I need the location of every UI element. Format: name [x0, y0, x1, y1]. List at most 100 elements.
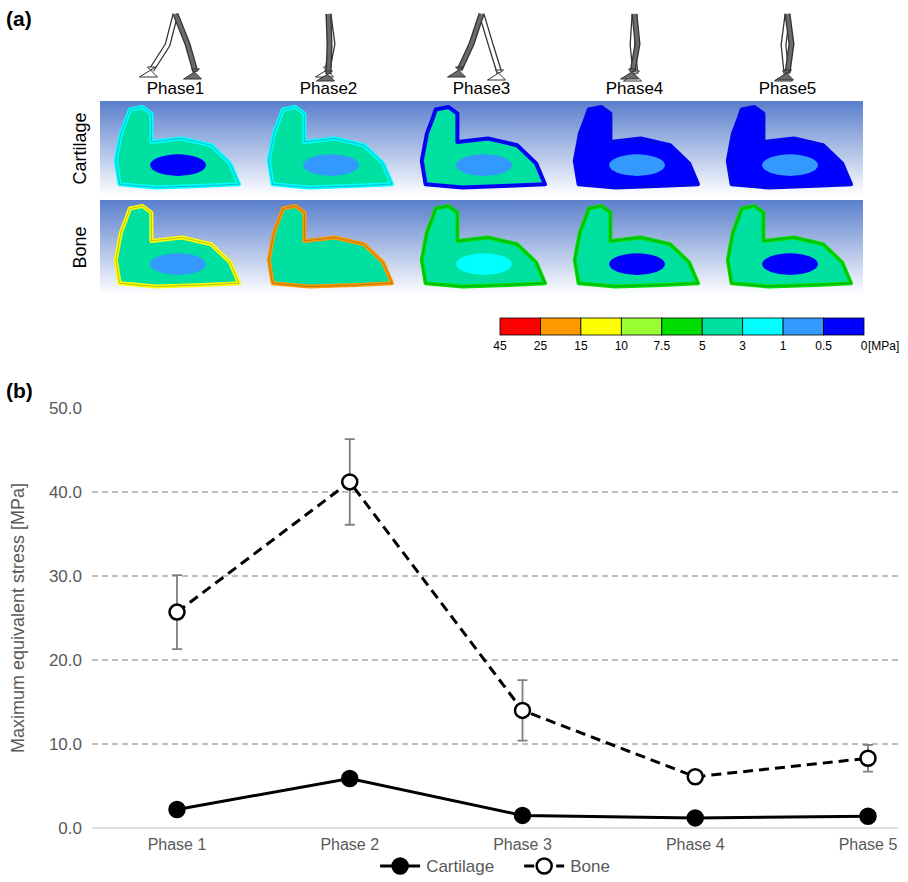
- leg-outline: [460, 14, 482, 70]
- phase-label: Phase1: [147, 79, 205, 98]
- stick-figure: [621, 14, 642, 81]
- leg: [788, 14, 792, 73]
- colorbar-tick-label: 0.5: [815, 339, 832, 353]
- low-stress-region: [609, 253, 665, 275]
- colorbar-tick-label: 25: [534, 339, 548, 353]
- shape-body: [575, 107, 698, 188]
- legend-item: Bone: [524, 857, 610, 876]
- contour-shape: [422, 206, 545, 287]
- colorbar-tick-label: 0: [861, 339, 868, 353]
- y-tick-label: 50.0: [49, 399, 82, 418]
- phase-label: Phase3: [453, 79, 511, 98]
- stick-figure: [448, 14, 506, 80]
- contour-background: [100, 101, 863, 196]
- marker: [861, 751, 876, 766]
- marker: [342, 771, 357, 786]
- contour-shape: [116, 107, 239, 188]
- low-stress-region: [303, 253, 359, 275]
- grid-line: [92, 575, 898, 576]
- shape-body: [269, 107, 392, 188]
- shape-edge: [269, 107, 392, 188]
- contour-shape: [575, 107, 698, 188]
- grid-line: [92, 659, 898, 660]
- foot: [140, 67, 158, 77]
- colorbar-tick-label: 1: [780, 339, 787, 353]
- shape-body: [116, 206, 239, 287]
- y-axis-title: Maximum equivalent stress [MPa]: [8, 483, 28, 753]
- marker: [537, 859, 552, 874]
- marker: [688, 769, 703, 784]
- marker: [342, 474, 357, 489]
- shape-body: [422, 206, 545, 287]
- marker: [515, 808, 530, 823]
- x-tick-label: Phase 2: [320, 836, 379, 853]
- leg: [633, 14, 638, 72]
- y-axis-range: [92, 408, 93, 828]
- low-stress-region: [762, 253, 818, 275]
- row-label: Bone: [70, 226, 90, 268]
- leg: [176, 14, 196, 72]
- shape-edge: [728, 107, 851, 188]
- x-tick-label: Phase 1: [148, 836, 207, 853]
- grid-line: [92, 743, 898, 744]
- leg-outline: [482, 14, 500, 73]
- legend: Cartilage Bone: [380, 857, 610, 876]
- low-stress-region: [303, 154, 359, 176]
- figure: (a)Phase1Phase2Phase3Phase4Phase5Cartila…: [0, 0, 908, 882]
- series-line: [177, 482, 868, 777]
- colorbar-tick-label: 3: [739, 339, 746, 353]
- colorbar-segment: [783, 318, 823, 335]
- shape-edge: [116, 107, 239, 188]
- low-stress-region: [609, 154, 665, 176]
- shape-edge: [728, 206, 851, 287]
- row-label: Cartilage: [70, 112, 90, 184]
- colorbar-segment: [621, 318, 661, 335]
- contour-shape: [728, 206, 851, 287]
- low-stress-region: [150, 253, 206, 275]
- low-stress-region: [456, 154, 512, 176]
- shape-body: [575, 206, 698, 287]
- shape-body: [422, 107, 545, 188]
- leg: [329, 14, 330, 74]
- colorbar-segment: [662, 318, 702, 335]
- stick-figure: [316, 14, 335, 81]
- phase-label: Phase4: [606, 79, 664, 98]
- leg: [460, 14, 482, 70]
- panel-letter: (b): [6, 379, 33, 402]
- colorbar-tick-label: 5: [699, 339, 706, 353]
- x-tick-label: Phase 4: [666, 836, 725, 853]
- legend-item: Cartilage: [380, 857, 494, 876]
- stick-figure: [775, 14, 794, 81]
- colorbar-tick-label: 7.5: [653, 339, 670, 353]
- shape-edge: [575, 107, 698, 188]
- low-stress-region: [762, 154, 818, 176]
- leg-outline: [152, 14, 176, 70]
- legend-label: Cartilage: [426, 857, 494, 876]
- leg: [482, 14, 500, 73]
- y-tick-label: 20.0: [49, 651, 82, 670]
- shape-edge: [269, 206, 392, 287]
- colorbar-unit: [MPa]: [868, 339, 899, 353]
- contour-shape: [575, 206, 698, 287]
- shape-edge: [575, 206, 698, 287]
- colorbar-segment: [540, 318, 580, 335]
- leg-outline: [633, 14, 638, 72]
- shape-edge: [116, 206, 239, 287]
- x-tick-label: Phase 3: [493, 836, 552, 853]
- panel-letter: (a): [6, 7, 32, 30]
- colorbar-segment: [743, 318, 783, 335]
- x-axis-line: [92, 827, 898, 828]
- contour-shape: [269, 107, 392, 188]
- contour-shape: [422, 107, 545, 188]
- y-tick-label: 40.0: [49, 483, 82, 502]
- leg-outline: [176, 14, 196, 72]
- data-group: [170, 439, 876, 825]
- legend-label: Bone: [570, 857, 610, 876]
- leg-outline: [788, 14, 792, 73]
- colorbar-segment: [702, 318, 742, 335]
- contour-shape: [728, 107, 851, 188]
- contour-shape: [269, 206, 392, 287]
- shape-edge: [422, 206, 545, 287]
- shape-body: [116, 107, 239, 188]
- foot: [621, 69, 639, 79]
